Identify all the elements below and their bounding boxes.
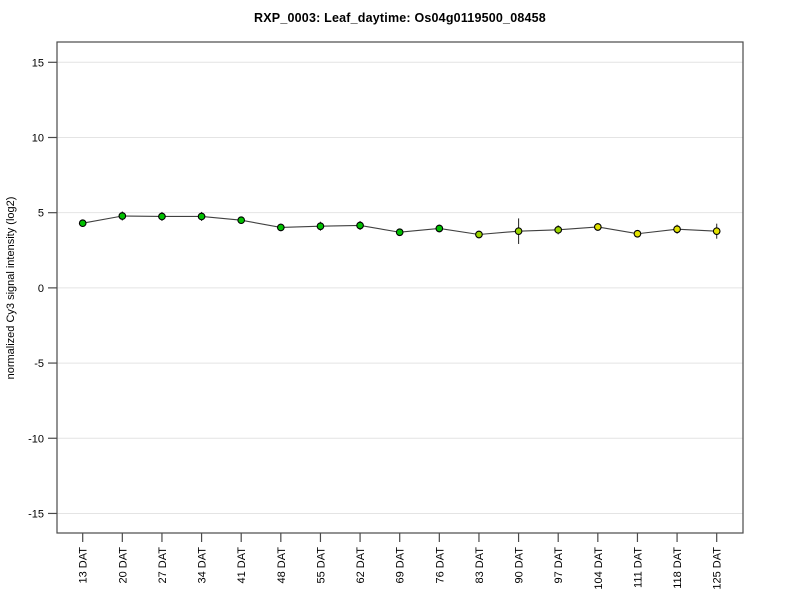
y-tick-label: -15 [28, 508, 44, 520]
data-point [158, 212, 166, 221]
data-point [237, 216, 246, 225]
x-tick-label: 27 DAT [157, 547, 169, 584]
x-tick-label: 69 DAT [395, 547, 407, 584]
data-point [276, 223, 285, 232]
x-tick-label: 90 DAT [514, 547, 526, 584]
data-point [395, 228, 404, 237]
y-tick-label: 0 [38, 283, 44, 295]
data-point [316, 222, 325, 231]
x-tick-label: 13 DAT [78, 547, 90, 584]
x-tick-label: 111 DAT [632, 547, 644, 588]
x-tick-label: 118 DAT [672, 547, 684, 589]
x-tick-label: 104 DAT [593, 547, 605, 590]
y-tick-label: -10 [28, 433, 44, 445]
x-tick-label: 97 DAT [553, 547, 565, 584]
y-tick-label: -5 [34, 358, 44, 370]
y-axis-label: normalized Cy3 signal intensity (log2) [5, 197, 17, 380]
data-point [554, 225, 563, 234]
x-tick-label: 62 DAT [355, 547, 367, 584]
x-tick-label: 83 DAT [474, 547, 486, 584]
x-tick-label: 34 DAT [197, 547, 209, 584]
y-tick-label: 5 [38, 208, 44, 220]
data-point [712, 227, 721, 236]
data-point [78, 219, 87, 228]
x-tick-label: 76 DAT [434, 547, 446, 584]
data-point [514, 227, 523, 236]
y-tick-label: 10 [32, 132, 44, 144]
data-point [475, 230, 483, 239]
data-point [356, 221, 364, 230]
data-point [197, 212, 206, 221]
y-tick-label: 15 [32, 57, 44, 69]
x-tick-label: 48 DAT [276, 547, 288, 584]
x-tick-label: 55 DAT [315, 547, 327, 584]
chart-title: RXP_0003: Leaf_daytime: Os04g0119500_084… [254, 11, 546, 25]
x-tick-label: 20 DAT [117, 547, 129, 584]
x-tick-label: 41 DAT [236, 547, 248, 584]
x-tick-label: 125 DAT [712, 547, 724, 590]
data-point [633, 229, 642, 238]
data-point [593, 223, 602, 231]
data-point [435, 224, 444, 233]
data-point [673, 225, 681, 234]
data-point [118, 212, 127, 220]
